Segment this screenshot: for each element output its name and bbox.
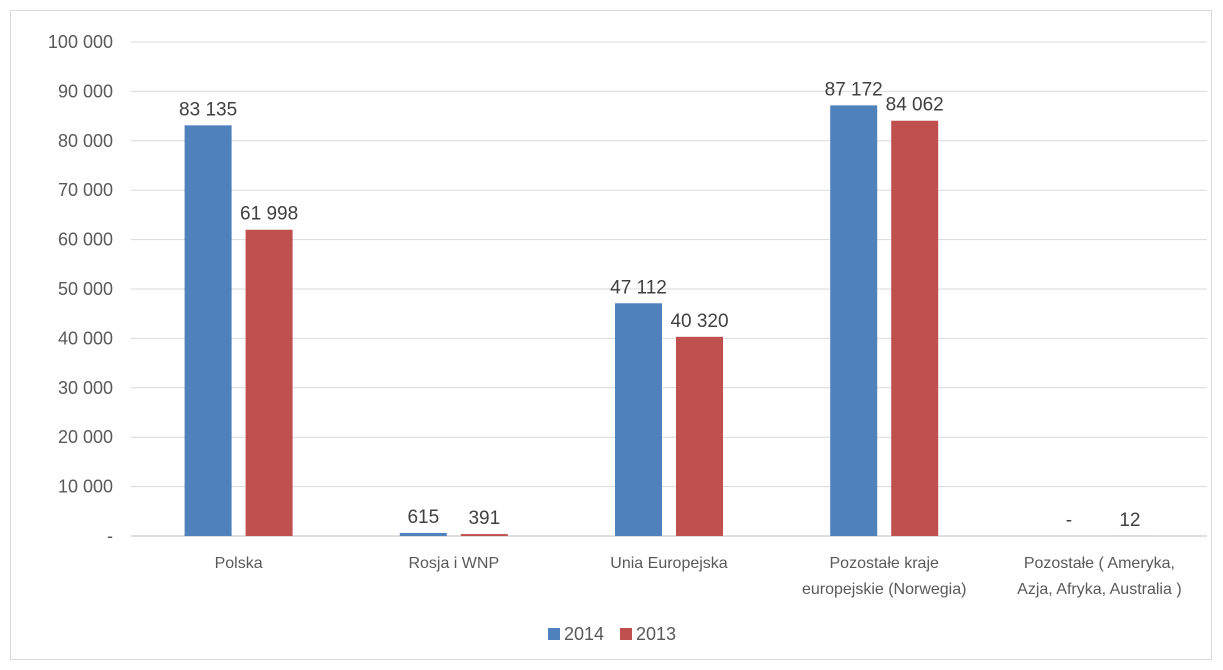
y-tick-label: 20 000 — [58, 427, 113, 447]
y-tick-label: 40 000 — [58, 328, 113, 348]
bar-2014-1 — [399, 532, 447, 536]
legend-label-2013: 2013 — [636, 624, 676, 644]
bar-2014-3 — [830, 105, 878, 536]
data-label-2013-1: 391 — [468, 508, 500, 529]
data-label-2013-4: 12 — [1119, 510, 1140, 531]
bar-2013-0 — [245, 229, 293, 537]
data-label-2014-3: 87 172 — [825, 79, 883, 100]
y-tick-label: 70 000 — [58, 180, 113, 200]
bars — [184, 105, 1154, 537]
data-label-2014-1: 615 — [407, 507, 439, 528]
x-category-label: Unia Europejska — [610, 555, 728, 572]
x-category-label: Rosja i WNP — [408, 555, 499, 572]
y-tick-label: 50 000 — [58, 279, 113, 299]
y-tick-label: 90 000 — [58, 81, 113, 101]
y-tick-label: 10 000 — [58, 477, 113, 497]
x-category-label: Pozostałe kraje europejskie (Norwegia) — [802, 555, 967, 598]
y-tick-label: 100 000 — [48, 32, 113, 52]
x-category-label: Pozostałe ( Ameryka, Azja, Afryka, Austra… — [1017, 555, 1182, 598]
data-label-2013-0: 61 998 — [240, 204, 298, 225]
bar-2014-0 — [184, 125, 232, 536]
y-tick-label: - — [107, 526, 113, 546]
data-label-2013-3: 84 062 — [886, 95, 944, 116]
x-axis-category-labels: Polska Rosja i WNP Unia Europejska Pozostał… — [215, 555, 1182, 598]
data-label-2014-4: - — [1066, 510, 1072, 531]
data-label-2013-2: 40 320 — [670, 311, 728, 332]
data-label-2014-0: 83 135 — [179, 99, 237, 120]
legend-swatch-2014 — [548, 628, 560, 640]
y-tick-label: 80 000 — [58, 131, 113, 151]
legend-swatch-2013 — [620, 628, 632, 640]
bar-2013-3 — [891, 120, 939, 537]
data-label-2014-2: 47 112 — [610, 277, 667, 298]
y-tick-label: 60 000 — [58, 230, 113, 250]
bar-2013-2 — [676, 336, 723, 536]
legend: 2014 2013 — [548, 624, 676, 644]
bar-2014-2 — [615, 303, 662, 536]
gridlines — [131, 41, 1207, 537]
bar-2013-1 — [460, 534, 508, 536]
x-category-label: Polska — [215, 555, 263, 572]
y-axis-tick-labels: - 10 000 20 000 30 000 40 000 50 000 60 000 70 … — [48, 32, 113, 546]
y-tick-label: 30 000 — [58, 378, 113, 398]
legend-label-2014: 2014 — [564, 624, 604, 644]
